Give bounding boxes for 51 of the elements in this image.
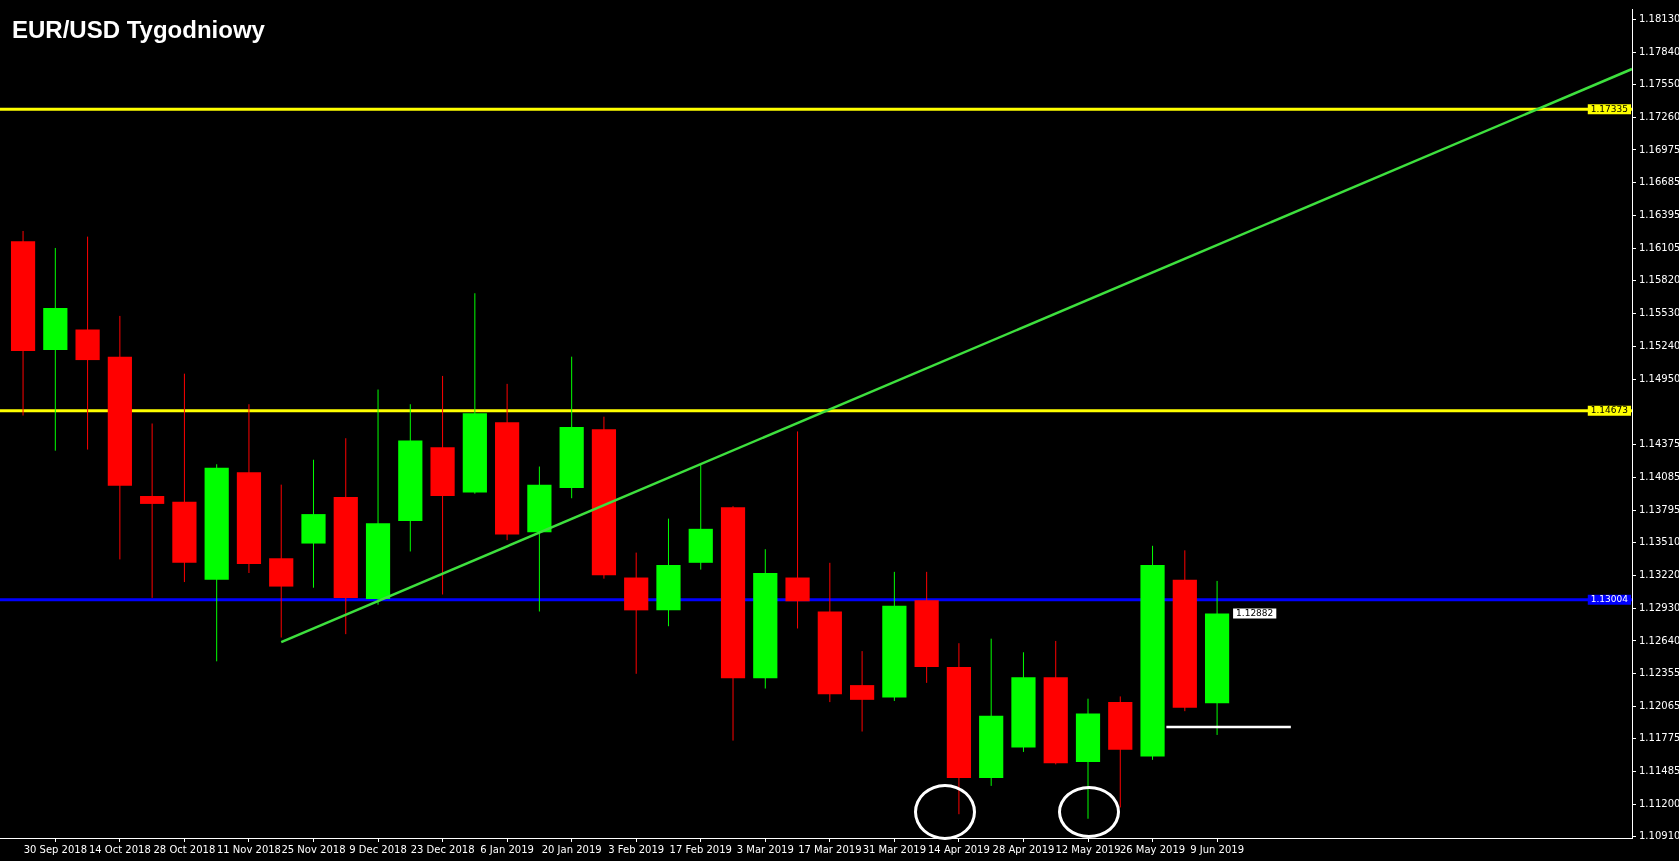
x-tick-label: 14 Oct 2018: [88, 843, 151, 855]
ref-line-label: 1.14673: [1590, 405, 1628, 416]
y-tick-label: 1.14085: [1639, 470, 1679, 482]
x-tick-label: 9 Dec 2018: [349, 843, 407, 855]
x-tick-label: 20 Jan 2019: [541, 843, 602, 855]
x-tick-label: 17 Feb 2019: [669, 843, 732, 855]
y-tick-label: 1.15240: [1639, 340, 1679, 352]
y-tick-label: 1.17550: [1639, 78, 1679, 90]
x-tick-label: 6 Jan 2019: [480, 843, 534, 855]
x-tick-label: 11 Nov 2018: [216, 843, 281, 855]
y-tick-label: 1.15820: [1639, 274, 1679, 286]
y-tick-label: 1.14375: [1639, 438, 1679, 450]
annotation: 1.12882: [1236, 607, 1274, 618]
y-tick-label: 1.16105: [1639, 242, 1679, 254]
candlestick: [140, 423, 165, 599]
ref-line-label: 1.17335: [1590, 103, 1628, 114]
y-tick-label: 1.12065: [1639, 699, 1679, 711]
x-tick-label: 30 Sep 2018: [23, 843, 88, 855]
y-tick-label: 1.10910: [1639, 830, 1679, 842]
ref-line-label: 1.13004: [1590, 594, 1629, 605]
y-tick-label: 1.12640: [1639, 634, 1679, 646]
y-tick-label: 1.11485: [1639, 765, 1679, 777]
y-tick-label: 1.13510: [1639, 536, 1679, 548]
y-tick-label: 1.11775: [1639, 732, 1679, 744]
x-tick-label: 17 Mar 2019: [798, 843, 862, 855]
y-tick-label: 1.12930: [1639, 601, 1679, 613]
y-tick-label: 1.12355: [1639, 666, 1679, 678]
x-tick-label: 12 May 2019: [1055, 843, 1121, 855]
y-tick-label: 1.13795: [1639, 503, 1679, 515]
x-tick-label: 3 Feb 2019: [608, 843, 665, 855]
y-tick-label: 1.18130: [1639, 12, 1679, 24]
y-tick-label: 1.17260: [1639, 111, 1679, 123]
x-tick-label: 28 Apr 2019: [992, 843, 1055, 855]
x-tick-label: 28 Oct 2018: [153, 843, 216, 855]
x-tick-label: 3 Mar 2019: [736, 843, 794, 855]
y-tick-label: 1.16975: [1639, 143, 1679, 155]
x-tick-label: 25 Nov 2018: [281, 843, 346, 855]
y-tick-label: 1.11200: [1639, 797, 1679, 809]
y-tick-label: 1.14950: [1639, 372, 1679, 384]
x-tick-label: 26 May 2019: [1119, 843, 1186, 855]
x-tick-label: 31 Mar 2019: [862, 843, 927, 855]
chart-title: EUR/USD Tygodniowy: [12, 16, 265, 44]
candlestick: [785, 430, 810, 629]
x-tick-label: 23 Dec 2018: [410, 843, 475, 855]
x-tick-label: 9 Jun 2019: [1190, 843, 1244, 855]
y-tick-label: 1.16685: [1639, 176, 1679, 188]
y-tick-label: 1.17840: [1639, 45, 1679, 57]
y-tick-label: 1.13220: [1639, 568, 1679, 580]
y-tick-label: 1.16395: [1639, 209, 1679, 221]
y-tick-label: 1.15530: [1639, 307, 1679, 319]
x-tick-label: 14 Apr 2019: [927, 843, 990, 855]
